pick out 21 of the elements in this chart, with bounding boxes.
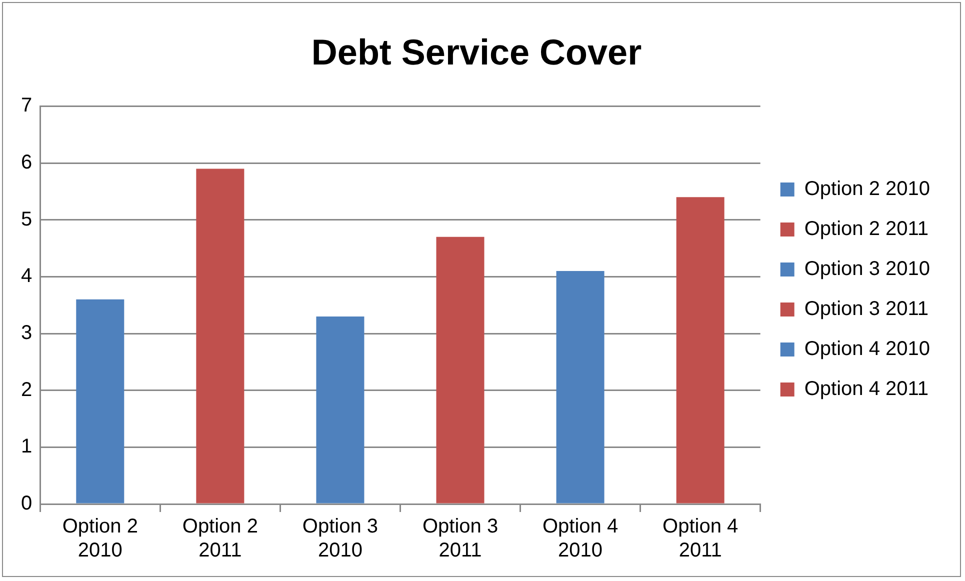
legend-label: Option 4 2010 xyxy=(804,338,930,360)
y-tick-label: 3 xyxy=(21,322,32,344)
x-tick-label: Option 4 2010 xyxy=(542,516,618,562)
x-tick-label: Option 2 2011 xyxy=(182,516,258,562)
legend-label: Option 3 2010 xyxy=(804,258,930,280)
y-tick-label: 0 xyxy=(21,492,32,515)
legend-label: Option 3 2011 xyxy=(804,298,929,320)
y-tick-label: 1 xyxy=(21,436,32,458)
x-tick-label: Option 4 2011 xyxy=(662,516,738,562)
y-tick-label: 2 xyxy=(21,378,32,401)
y-tick-label: 6 xyxy=(21,152,32,174)
y-tick-label: 5 xyxy=(21,208,32,230)
legend-label: Option 4 2011 xyxy=(804,378,929,400)
x-tick-label: Option 3 2010 xyxy=(302,516,378,562)
y-tick-label: 7 xyxy=(21,94,32,117)
chart-title: Debt Service Cover xyxy=(311,32,642,73)
legend-label: Option 2 2011 xyxy=(804,218,929,240)
y-tick-label: 4 xyxy=(21,265,32,288)
x-tick-label: Option 2 2010 xyxy=(62,516,138,562)
x-tick-label: Option 3 2011 xyxy=(422,516,498,562)
legend-label: Option 2 2010 xyxy=(804,178,930,200)
